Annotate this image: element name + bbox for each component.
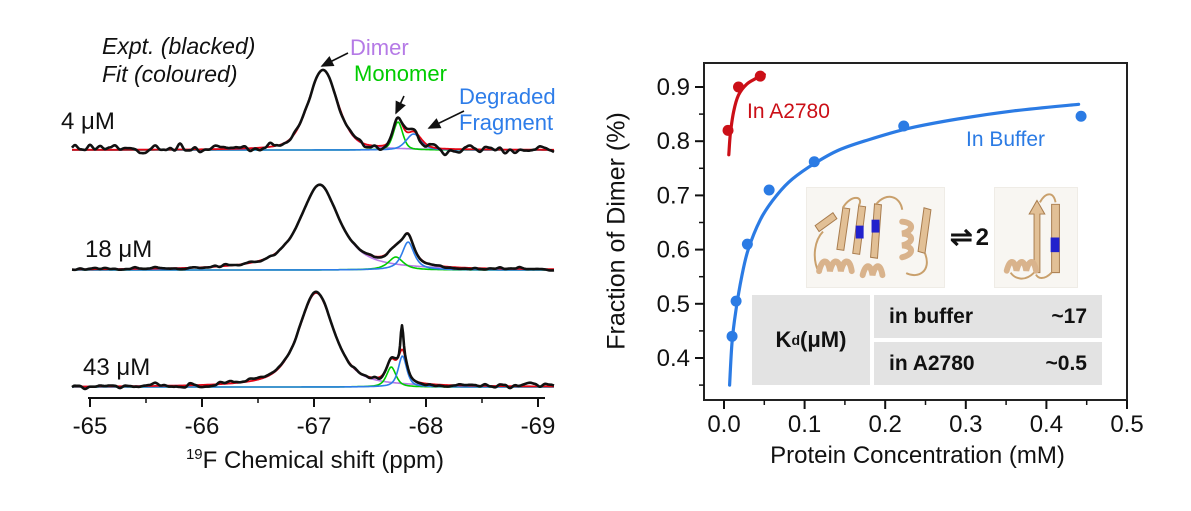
svg-text:0.5: 0.5 (1110, 411, 1143, 438)
nmr-legend-expt: Expt. (blacked) (102, 33, 256, 59)
peak-label-degraded-line1: Degraded (459, 84, 556, 109)
series-label-in-buffer: In Buffer (966, 128, 1045, 151)
svg-text:0.7: 0.7 (657, 182, 690, 209)
equilibrium-annotation: ⇌ 2 (949, 224, 990, 252)
kd-row-a2780-value: ~0.5 (1045, 351, 1087, 375)
nmr-legend-fit: Fit (coloured) (102, 61, 238, 87)
protein-structure-dimer (806, 187, 945, 288)
nmr-x-axis-title: 19F Chemical shift (ppm) (140, 446, 490, 475)
kd-symbol: K (775, 327, 792, 352)
svg-text:0.9: 0.9 (657, 74, 690, 101)
series-label-in-a2780: In A2780 (747, 100, 830, 123)
protein-equilibrium-inset: ⇌ 2 (806, 185, 1110, 290)
equilibrium-arrow-icon: ⇌ (950, 222, 973, 252)
kd-row-buffer-value: ~17 (1051, 304, 1087, 328)
binding-y-axis-title: Fraction of Dimer (%) (602, 112, 631, 350)
svg-text:0.6: 0.6 (657, 237, 690, 264)
svg-text:-67: -67 (297, 413, 332, 440)
svg-text:0.8: 0.8 (657, 128, 690, 155)
svg-text:-66: -66 (185, 413, 220, 440)
kd-row-a2780: in A2780 ~0.5 (874, 342, 1102, 385)
kd-unit: (μM) (800, 327, 847, 352)
nmr-concentration-label-43uM: 43 μM (83, 354, 151, 381)
kd-row-buffer: in buffer ~17 (874, 295, 1102, 338)
nmr-x-axis-title-superscript: 19 (185, 446, 203, 463)
peak-label-dimer: Dimer (350, 35, 409, 60)
svg-text:0.2: 0.2 (869, 411, 902, 438)
svg-text:-68: -68 (409, 413, 444, 440)
nmr-concentration-label-4uM: 4 μM (61, 108, 115, 135)
peak-label-degraded-fragment: Degraded Fragment (459, 84, 556, 136)
nmr-x-axis-title-text: F Chemical shift (ppm) (202, 447, 445, 474)
kd-subscript: d (791, 332, 800, 348)
svg-text:0.5: 0.5 (657, 291, 690, 318)
equilibrium-coefficient: 2 (975, 223, 989, 251)
kd-row-a2780-condition: in A2780 (889, 351, 975, 375)
svg-text:0.1: 0.1 (788, 411, 821, 438)
svg-text:0.3: 0.3 (949, 411, 982, 438)
svg-text:0.0: 0.0 (707, 411, 740, 438)
protein-structure-monomer (993, 187, 1078, 288)
peak-label-degraded-line2: Fragment (459, 110, 554, 135)
svg-text:0.4: 0.4 (657, 345, 690, 372)
svg-text:0.4: 0.4 (1030, 411, 1063, 438)
binding-x-axis-title: Protein Concentration (mM) (770, 442, 1065, 469)
svg-text:-69: -69 (521, 413, 556, 440)
peak-label-monomer: Monomer (354, 61, 447, 86)
svg-text:-65: -65 (73, 413, 108, 440)
kd-row-buffer-condition: in buffer (889, 304, 973, 328)
nmr-concentration-label-18uM: 18 μM (85, 236, 153, 263)
